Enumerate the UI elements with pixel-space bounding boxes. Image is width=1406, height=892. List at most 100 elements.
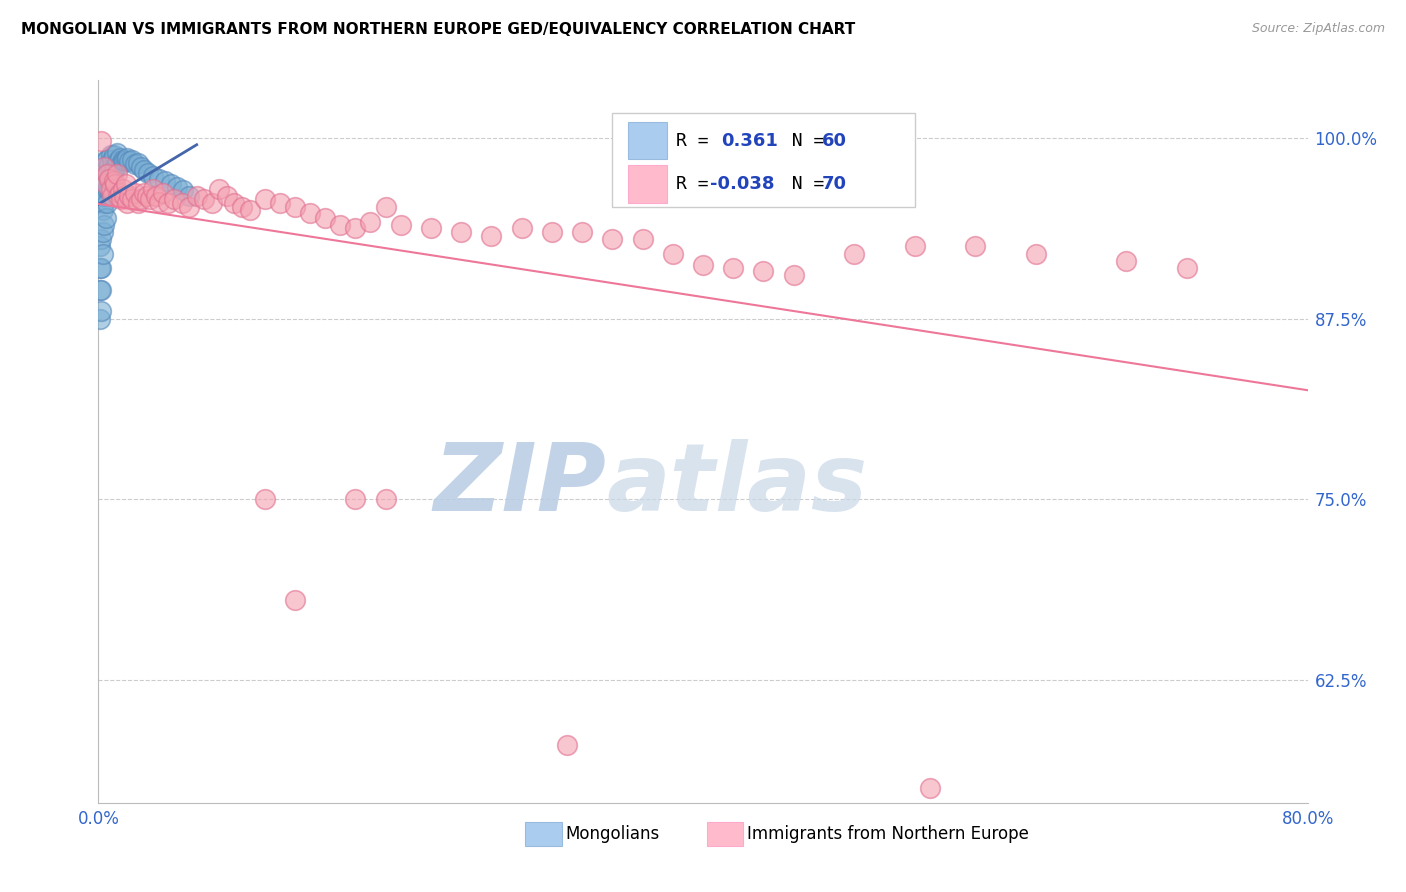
Point (118, 189, 141, 203)
Point (299, 206, 322, 220)
Point (94, 162, 117, 177)
Point (114, 153, 136, 167)
FancyBboxPatch shape (707, 822, 742, 847)
Point (98, 167, 121, 181)
Point (98, 157, 121, 171)
Point (201, 196, 224, 211)
Point (98, 182, 121, 196)
Text: ZIP: ZIP (433, 439, 606, 531)
Point (269, 196, 291, 211)
Point (91, 189, 114, 203)
Point (602, 232, 624, 246)
Point (142, 169, 165, 183)
Point (360, 215, 382, 229)
Point (96, 167, 118, 181)
Point (89, 311, 111, 326)
Point (93, 160, 115, 174)
Point (127, 196, 149, 211)
Point (152, 186, 174, 200)
Point (101, 167, 124, 181)
Point (105, 155, 128, 169)
Point (239, 203, 262, 218)
Point (115, 196, 138, 211)
Point (631, 232, 654, 246)
Point (389, 218, 412, 232)
Point (965, 239, 987, 253)
Point (136, 166, 159, 180)
Point (170, 196, 193, 211)
Point (374, 201, 396, 215)
Text: N =: N = (769, 132, 824, 150)
Point (101, 189, 124, 203)
Point (100, 148, 122, 162)
Point (100, 182, 122, 196)
Point (1115, 253, 1137, 268)
Text: 60: 60 (821, 132, 846, 150)
Point (145, 189, 167, 203)
Point (172, 183, 194, 197)
Point (148, 171, 170, 186)
Point (96, 167, 118, 181)
Text: N =: N = (769, 175, 824, 193)
Point (179, 189, 201, 203)
Point (314, 211, 336, 225)
Point (89, 261, 111, 276)
FancyBboxPatch shape (526, 822, 561, 847)
Text: Immigrants from Northern Europe: Immigrants from Northern Europe (747, 825, 1028, 843)
Point (104, 160, 127, 174)
Point (100, 174, 122, 188)
Point (103, 162, 125, 177)
Point (127, 155, 149, 169)
Point (112, 189, 135, 203)
Point (918, 781, 941, 796)
Point (132, 186, 155, 200)
Text: -0.038: -0.038 (710, 175, 775, 193)
Text: 70: 70 (821, 175, 846, 193)
Point (692, 258, 714, 272)
Point (104, 178, 127, 192)
Point (661, 246, 683, 260)
Point (224, 196, 246, 211)
Point (344, 492, 367, 507)
Point (110, 157, 132, 171)
Point (89, 239, 111, 253)
Point (186, 189, 208, 203)
Point (1024, 246, 1046, 260)
Text: R =: R = (676, 175, 709, 193)
Point (1175, 261, 1198, 276)
Point (93, 218, 115, 232)
Point (91, 246, 114, 260)
Point (160, 178, 183, 192)
Point (108, 186, 131, 200)
Point (284, 201, 307, 215)
Point (115, 151, 138, 165)
Text: Source: ZipAtlas.com: Source: ZipAtlas.com (1251, 22, 1385, 36)
Point (111, 153, 134, 167)
FancyBboxPatch shape (628, 122, 666, 160)
Point (90, 232, 112, 246)
Point (139, 192, 162, 206)
Point (91, 174, 114, 188)
Point (166, 180, 188, 194)
Text: MONGOLIAN VS IMMIGRANTS FROM NORTHERN EUROPE GED/EQUIVALENCY CORRELATION CHART: MONGOLIAN VS IMMIGRANTS FROM NORTHERN EU… (21, 22, 855, 37)
Point (208, 182, 231, 196)
Point (108, 151, 131, 165)
Text: 0.361: 0.361 (721, 132, 778, 150)
Point (124, 186, 146, 200)
Point (156, 196, 179, 211)
Point (96, 196, 118, 211)
Point (114, 178, 136, 192)
Point (179, 201, 201, 215)
Point (107, 154, 129, 169)
Point (101, 153, 124, 167)
Point (96, 153, 118, 167)
Point (783, 268, 806, 283)
Point (231, 201, 253, 215)
Point (510, 220, 533, 235)
Point (132, 162, 155, 177)
Point (121, 192, 143, 206)
Point (215, 189, 238, 203)
Point (844, 246, 866, 260)
FancyBboxPatch shape (613, 112, 915, 207)
Point (284, 593, 307, 607)
